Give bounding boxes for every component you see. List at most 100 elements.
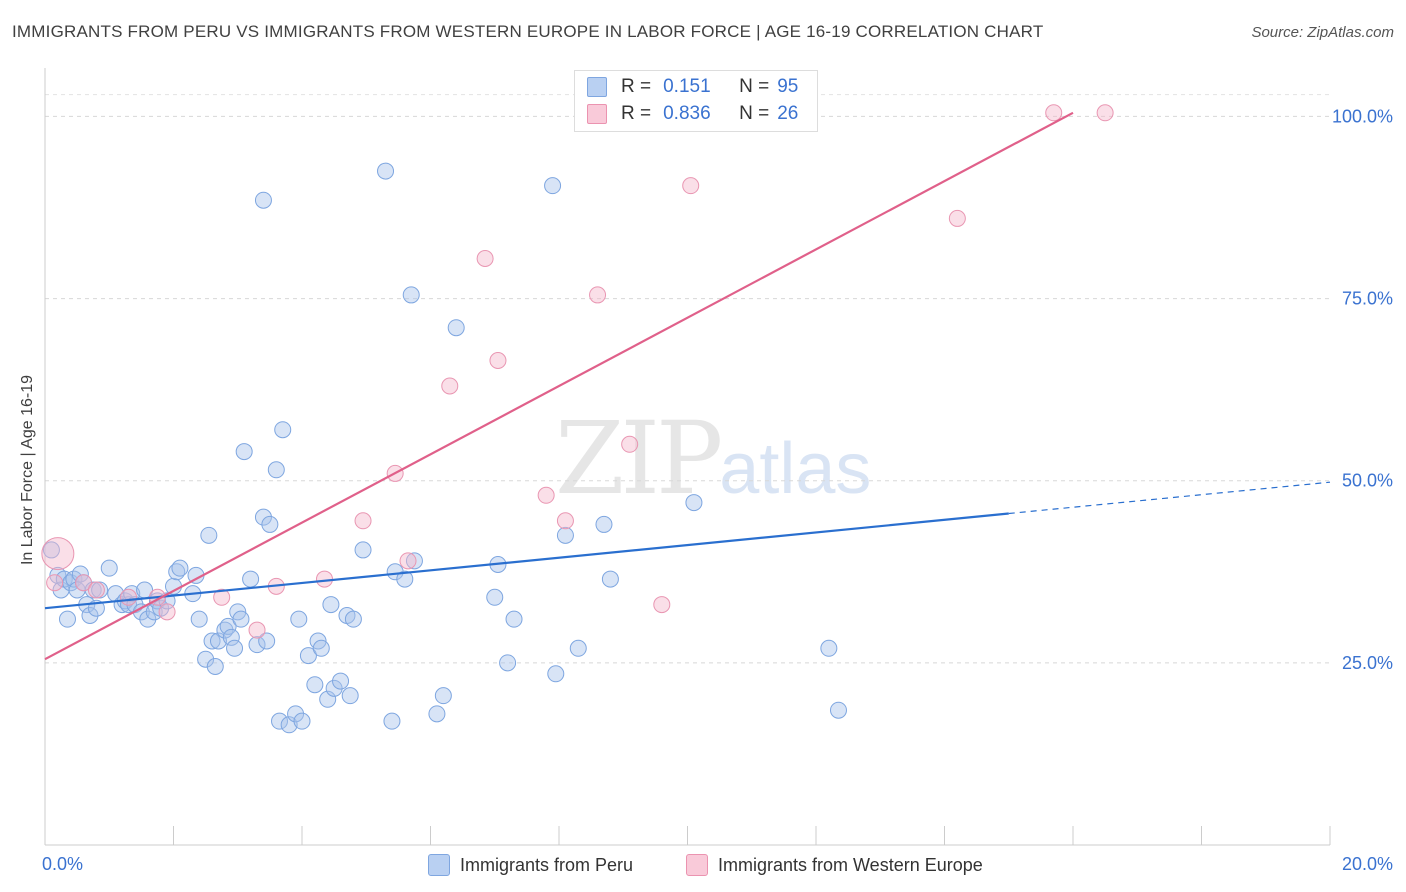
watermark-atlas: atlas	[719, 429, 872, 509]
peru-point	[405, 552, 423, 570]
peru-point	[293, 712, 311, 730]
weu-point	[948, 209, 966, 227]
weu-legend-swatch	[686, 854, 708, 876]
peru-point	[569, 639, 587, 657]
axis-layer	[44, 68, 1331, 846]
weu-point	[476, 250, 494, 267]
legend-item-peru[interactable]: Immigrants from Peru	[428, 851, 633, 879]
weu-point	[621, 435, 639, 453]
peru-point	[499, 654, 517, 672]
peru-point	[386, 563, 404, 581]
weu-point	[158, 603, 176, 621]
peru-point	[505, 610, 523, 628]
watermark-zip: ZIP	[555, 400, 723, 517]
tick-label-layer: 25.0% 50.0% 75.0% 100.0% 0.0% 20.0%	[42, 106, 1393, 874]
peru-point	[222, 628, 240, 646]
peru-point	[258, 632, 276, 650]
y-tick-label: 100.0%	[1332, 106, 1393, 126]
weu-point	[75, 574, 93, 592]
weu-point	[120, 588, 138, 606]
legend-label-peru: Immigrants from Peru	[460, 854, 634, 875]
peru-point	[377, 162, 395, 180]
weu-point	[87, 581, 105, 599]
y-tick-label: 25.0%	[1342, 653, 1393, 673]
weu-n-value: 26	[777, 103, 799, 124]
peru-point	[42, 541, 60, 559]
legend-row-peru: R = 0.151 N = 95	[587, 74, 798, 100]
series-legend: Immigrants from Peru Immigrants from Wes…	[0, 851, 1406, 879]
peru-point	[100, 559, 118, 577]
weu-point	[213, 588, 231, 606]
peru-point	[206, 658, 224, 675]
source-credit: Source: ZipAtlas.com	[1251, 24, 1394, 41]
weu-trend-line	[44, 111, 1074, 661]
weu-point	[537, 486, 555, 504]
peru-point	[274, 421, 292, 439]
peru-point	[219, 617, 237, 635]
peru-legend-swatch	[428, 854, 450, 876]
peru-point	[71, 565, 89, 583]
legend-label-weu: Immigrants from Western Europe	[718, 854, 983, 875]
weu-point	[1045, 104, 1063, 122]
x-tick-label: 0.0%	[42, 854, 83, 874]
peru-point	[197, 650, 215, 668]
weu-point	[589, 286, 607, 304]
peru-point	[547, 665, 565, 683]
peru-point	[58, 610, 76, 628]
r-label: R =	[621, 76, 652, 97]
peru-point	[322, 596, 340, 614]
peru-point	[820, 639, 838, 657]
peru-point	[319, 690, 337, 708]
watermark: ZIPatlas	[555, 400, 871, 517]
peru-point	[235, 443, 253, 461]
legend-row-weu: R = 0.836 N = 26	[587, 101, 798, 127]
peru-point	[232, 610, 250, 628]
weu-point	[315, 570, 333, 588]
peru-point	[203, 632, 221, 650]
weu-point	[1096, 104, 1114, 122]
peru-point	[287, 705, 305, 723]
points-layer	[41, 100, 1114, 734]
weu-point	[354, 512, 372, 530]
peru-point	[601, 570, 619, 588]
peru-point	[434, 687, 452, 705]
chart-title: IMMIGRANTS FROM PERU VS IMMIGRANTS FROM …	[12, 22, 1044, 41]
n-label: N =	[739, 103, 770, 124]
y-tick-label: 50.0%	[1342, 471, 1393, 491]
peru-point	[171, 559, 189, 577]
peru-point	[544, 177, 562, 195]
weu-swatch	[587, 104, 607, 124]
peru-point	[299, 647, 317, 665]
weu-point	[489, 352, 507, 369]
peru-swatch	[587, 77, 607, 97]
peru-point	[267, 461, 285, 479]
weu-point	[441, 377, 459, 395]
peru-point	[280, 716, 298, 734]
weu-point	[399, 552, 417, 570]
peru-point	[271, 712, 289, 730]
peru-point	[242, 570, 260, 588]
peru-point	[81, 607, 99, 624]
peru-point	[290, 610, 308, 628]
weu-point	[46, 574, 64, 592]
weu-point	[653, 596, 671, 614]
legend-item-weu[interactable]: Immigrants from Western Europe	[686, 851, 983, 879]
peru-r-value: 0.151	[663, 76, 711, 97]
peru-point	[354, 541, 372, 559]
peru-point	[254, 191, 272, 209]
trend-layer	[44, 111, 1331, 661]
peru-point	[248, 636, 266, 654]
y-tick-label: 75.0%	[1342, 289, 1393, 309]
peru-trend-line	[44, 512, 1009, 610]
weu-point	[41, 537, 75, 571]
peru-point	[344, 610, 362, 628]
peru-point	[254, 508, 272, 526]
peru-point	[341, 687, 359, 705]
weu-point	[556, 512, 574, 530]
peru-point	[685, 494, 703, 512]
peru-point	[312, 639, 330, 657]
peru-point	[139, 610, 157, 628]
weu-point	[682, 177, 700, 195]
peru-point	[396, 570, 414, 588]
peru-point	[595, 515, 613, 533]
